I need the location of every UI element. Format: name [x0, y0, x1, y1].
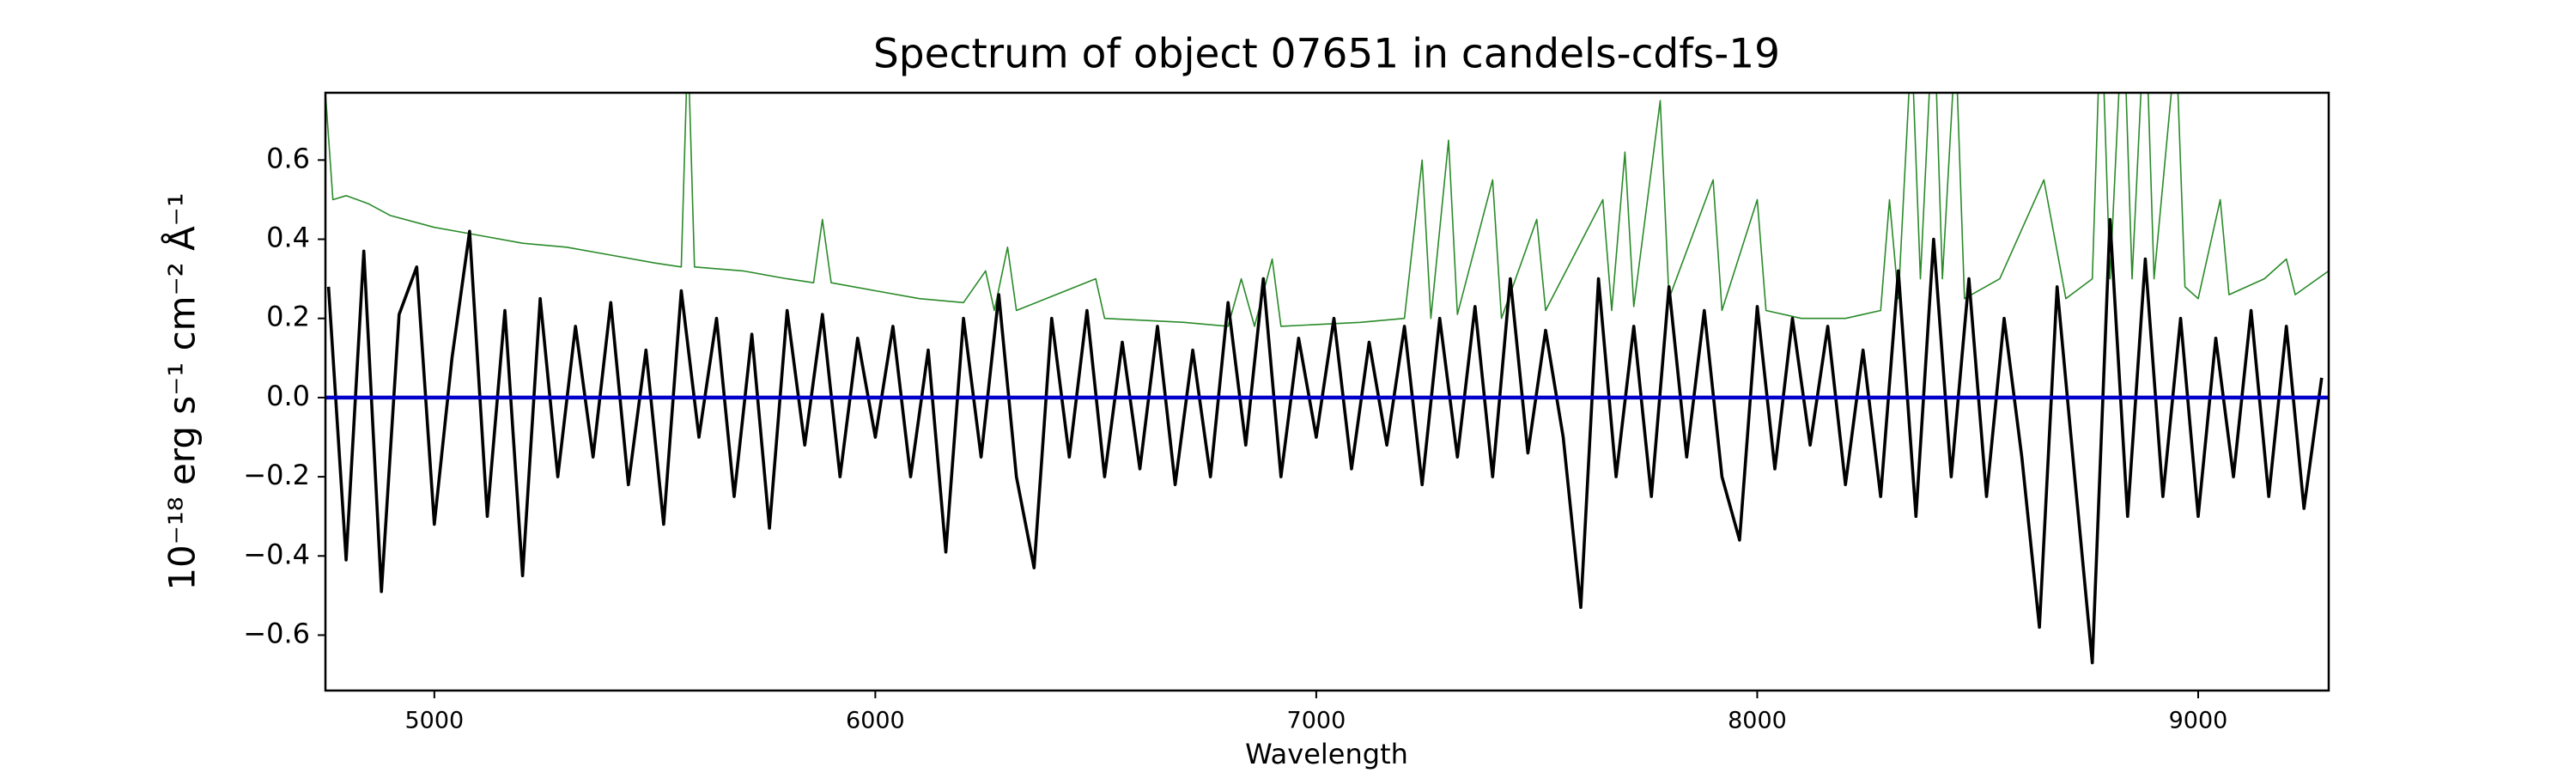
- y-tick-label: −0.2: [243, 459, 310, 491]
- x-tick-label: 7000: [1287, 708, 1346, 734]
- y-tick-label: −0.4: [243, 538, 310, 570]
- x-tick-label: 9000: [2169, 708, 2228, 734]
- plot-area: [325, 93, 2329, 665]
- y-tick-label: −0.6: [243, 617, 310, 649]
- y-tick-label: 0.0: [266, 380, 310, 412]
- x-axis-label: Wavelength: [1245, 738, 1408, 770]
- x-tick-label: 5000: [404, 708, 464, 734]
- y-tick-label: 0.4: [266, 222, 310, 254]
- chart-title: Spectrum of object 07651 in candels-cdfs…: [873, 31, 1780, 78]
- axes-frame: [324, 91, 2330, 692]
- y-tick-label: 0.6: [266, 142, 310, 174]
- x-tick-label: 8000: [1728, 708, 1787, 734]
- x-tick-label: 6000: [846, 708, 905, 734]
- spectrum-line: [326, 217, 2324, 665]
- y-tick-label: 0.2: [266, 301, 310, 333]
- spectrum-line: [325, 93, 2329, 327]
- y-axis-label: 10⁻¹⁸ erg s⁻¹ cm⁻² Å⁻¹: [161, 192, 204, 590]
